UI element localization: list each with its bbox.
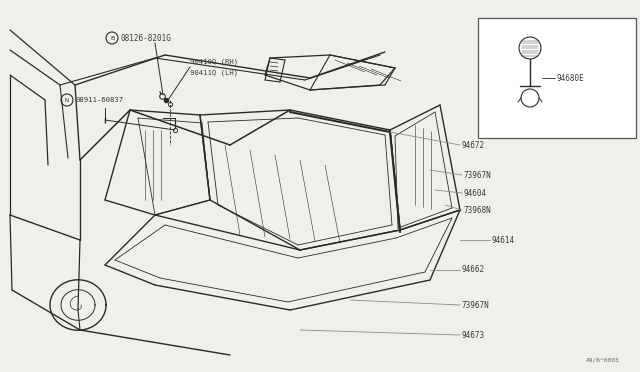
Text: 73968N: 73968N [464,205,492,215]
Text: 08911-60837: 08911-60837 [75,97,123,103]
Text: 94662: 94662 [462,266,485,275]
Text: 73967N: 73967N [464,170,492,180]
Text: 94672: 94672 [462,141,485,150]
Text: 94680E: 94680E [557,74,585,83]
Text: 94673: 94673 [462,330,485,340]
Text: N: N [65,97,69,103]
Text: 90411Q (LH): 90411Q (LH) [190,70,238,76]
Text: A9/6^0003: A9/6^0003 [586,357,620,362]
Text: 94614: 94614 [492,235,515,244]
Text: 73967N: 73967N [462,301,490,310]
Text: B: B [110,35,114,41]
Text: 94604: 94604 [464,189,487,198]
Bar [478,18,636,138]
Text: 08126-8201G: 08126-8201G [120,33,171,42]
Text: 90410Q (RH): 90410Q (RH) [190,59,238,65]
